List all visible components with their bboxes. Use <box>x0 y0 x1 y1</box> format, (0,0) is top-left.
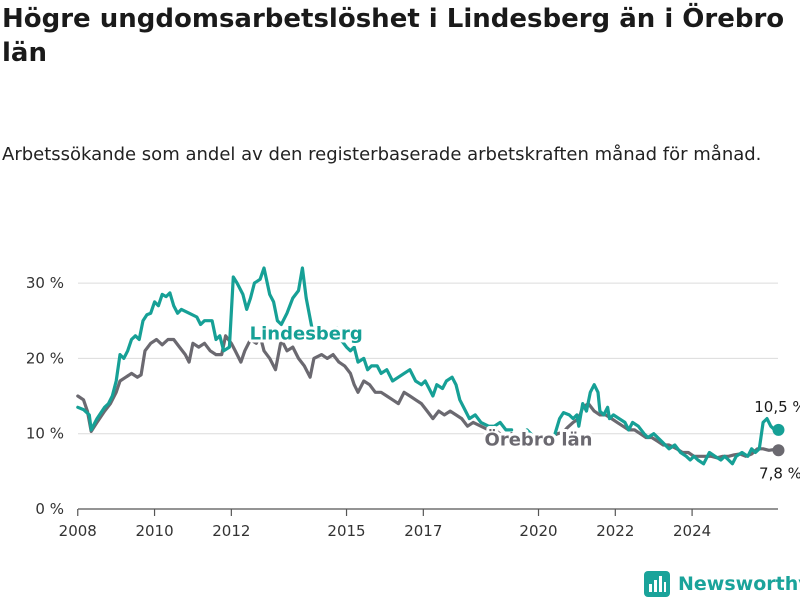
series-label-halo-orebro-lan: Örebro län <box>485 429 593 451</box>
end-label-orebro-lan: 7,8 % <box>759 464 800 482</box>
x-tick-label: 2024 <box>673 522 711 540</box>
x-tick-label: 2008 <box>59 522 97 540</box>
series-line-lindesberg <box>552 383 781 466</box>
x-tick-label: 2022 <box>596 522 634 540</box>
series-line-orebro-lan <box>76 334 514 440</box>
x-tick-label: 2020 <box>519 522 557 540</box>
y-tick-label: 0 % <box>35 500 64 518</box>
end-label-lindesberg: 10,5 % <box>754 398 800 416</box>
x-tick-label: 2010 <box>135 522 173 540</box>
end-marker-lindesberg <box>772 423 785 436</box>
newsworthy-logo-icon <box>644 571 670 597</box>
page-title: Högre ungdomsarbetslöshet i Lindesberg ä… <box>2 4 785 68</box>
chart-subtitle: Arbetssökande som andel av den registerb… <box>2 144 762 165</box>
series-label-orebro-lan: Örebro län <box>485 429 593 451</box>
series-label-lindesberg: Lindesberg <box>250 324 363 345</box>
series-line-lindesberg <box>331 326 514 432</box>
series-line-lindesberg <box>525 428 539 443</box>
y-tick-label: 20 % <box>26 349 64 367</box>
brand-name: Newsworthy <box>678 573 800 595</box>
x-tick-label: 2012 <box>212 522 250 540</box>
line-chart: 0 % 10 % 20 % 30 % 2008 2010 2012 2015 2017 2020 2… <box>26 266 800 540</box>
series-label-halo-lindesberg: Lindesberg <box>250 324 363 345</box>
y-tick-label: 10 % <box>26 425 64 443</box>
x-tick-label: 2017 <box>404 522 442 540</box>
series-line-lindesberg <box>76 266 314 432</box>
brand-logo: Newsworthy <box>644 570 800 598</box>
y-tick-label: 30 % <box>26 274 64 292</box>
x-tick-label: 2015 <box>327 522 365 540</box>
end-marker-orebro-lan <box>772 444 785 457</box>
